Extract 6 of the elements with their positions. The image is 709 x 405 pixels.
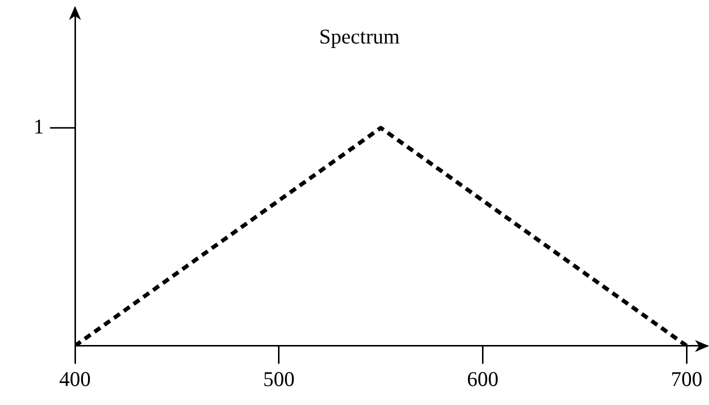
chart-title: Spectrum: [319, 24, 400, 49]
x-tick-label: 500: [263, 366, 295, 391]
x-tick-label: 700: [670, 366, 702, 391]
x-tick-label: 400: [59, 366, 91, 391]
text: 1: [34, 114, 44, 138]
x-tick-label: 600: [466, 366, 498, 391]
